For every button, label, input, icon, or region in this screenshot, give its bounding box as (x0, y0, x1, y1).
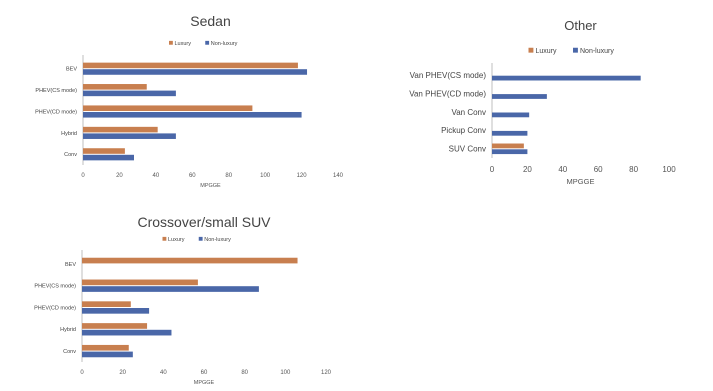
bar-non-luxury (83, 90, 176, 97)
legend: Luxury Non-luxury (528, 47, 614, 55)
x-tick-label: 40 (160, 370, 167, 376)
category-label: Conv (63, 349, 76, 355)
x-tick-label: 60 (201, 370, 208, 376)
category-label: Conv (64, 152, 77, 158)
category-label: PHEV(CD mode) (35, 109, 77, 115)
bar-luxury (82, 257, 298, 264)
bar-non-luxury (82, 286, 259, 292)
bar-non-luxury (82, 351, 133, 358)
x-axis-label: MPGGE (194, 380, 215, 386)
legend-swatch (205, 40, 210, 45)
legend-label: Non-luxury (211, 41, 238, 47)
legend-label: Non-luxury (580, 48, 614, 55)
x-tick-label: 60 (594, 165, 603, 174)
bar-non-luxury (83, 154, 134, 161)
legend-label: Non-luxury (204, 237, 231, 243)
chart-title: Sedan (190, 13, 230, 29)
x-tick-label: 0 (80, 370, 84, 376)
bar-non-luxury (492, 130, 528, 136)
chart-title: Crossover/small SUV (137, 214, 271, 230)
legend-label: Luxury (536, 48, 558, 55)
x-axis-label: MPGGE (200, 183, 221, 189)
x-tick-label: 20 (119, 370, 126, 376)
x-axis-label: MPGGE (567, 177, 595, 186)
x-tick-label: 20 (116, 173, 123, 179)
bar-luxury (83, 62, 298, 69)
x-tick-label: 120 (321, 370, 332, 376)
crossover-small-suv-chart: Crossover/small SUV Luxury Non-luxury 0 20 40… (0, 205, 360, 386)
category-label: PHEV(CS mode) (34, 284, 76, 290)
x-tick-label: 140 (333, 173, 344, 179)
bar-luxury (82, 344, 129, 351)
legend: Luxury Non-luxury (162, 236, 231, 243)
category-label: Van Conv (451, 108, 486, 117)
x-tick-label: 100 (260, 173, 271, 179)
bar-luxury (83, 84, 147, 90)
category-label: SUV Conv (449, 145, 486, 154)
legend-label: Luxury (168, 237, 185, 243)
legend-label: Luxury (175, 41, 192, 47)
other-chart: Other Luxury Non-luxury 0 20 40 60 80 100 MPGGE Va… (355, 0, 713, 200)
x-tick-label: 80 (629, 165, 638, 174)
chart-title: Other (564, 18, 597, 33)
bar-luxury (83, 105, 253, 111)
category-label: Van PHEV(CS mode) (410, 71, 487, 80)
legend-swatch (198, 236, 203, 241)
category-label: Van PHEV(CD mode) (409, 89, 486, 98)
bar-luxury (82, 279, 198, 286)
x-tick-label: 40 (153, 173, 160, 179)
bar-luxury (83, 148, 125, 154)
x-tick-label: 60 (189, 173, 196, 179)
bar-non-luxury (83, 112, 302, 118)
bar-non-luxury (492, 94, 547, 99)
other-chart-svg: Other Luxury Non-luxury 0 20 40 60 80 100 MPGGE Va… (409, 18, 676, 186)
x-tick-label: 20 (523, 165, 532, 174)
category-label: BEV (66, 67, 77, 73)
sedan-chart-svg: Sedan Luxury Non-luxury 0 20 40 60 80 100 120 140 M… (35, 13, 344, 189)
x-tick-label: 40 (558, 165, 567, 174)
bar-luxury (82, 323, 148, 329)
legend-swatch (573, 47, 578, 53)
legend-swatch (169, 40, 173, 45)
bar-luxury (82, 301, 131, 307)
category-label: PHEV(CS mode) (35, 88, 77, 94)
x-tick-label: 80 (225, 173, 232, 179)
bar-non-luxury (83, 69, 308, 75)
bar-non-luxury (82, 308, 150, 314)
crossover-chart-svg: Crossover/small SUV Luxury Non-luxury 0 20 40… (34, 214, 332, 386)
legend: Luxury Non-luxury (169, 40, 238, 47)
category-label: Pickup Conv (441, 126, 486, 135)
legend-swatch (528, 47, 534, 53)
bar-non-luxury (82, 329, 172, 336)
x-tick-label: 80 (241, 370, 248, 376)
x-tick-label: 100 (280, 370, 291, 376)
legend-swatch (162, 236, 167, 241)
bar-luxury (83, 126, 158, 133)
category-label: PHEV(CD mode) (34, 305, 76, 311)
category-label: Hybrid (61, 131, 77, 137)
x-tick-label: 0 (81, 173, 85, 179)
x-tick-label: 100 (662, 165, 676, 174)
x-tick-label: 0 (490, 165, 495, 174)
category-label: Hybrid (60, 327, 76, 333)
bar-non-luxury (492, 112, 530, 118)
x-tick-label: 120 (297, 173, 308, 179)
sedan-chart: Sedan Luxury Non-luxury 0 20 40 60 80 100 120 140 M… (0, 0, 360, 200)
bar-non-luxury (492, 149, 528, 155)
bar-non-luxury (492, 75, 641, 81)
bar-luxury (492, 143, 524, 149)
bar-non-luxury (83, 133, 176, 139)
category-label: BEV (65, 262, 76, 268)
